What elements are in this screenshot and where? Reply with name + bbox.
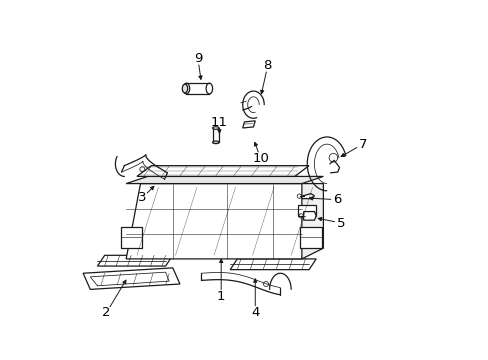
Text: 2: 2: [102, 306, 110, 319]
Text: 3: 3: [138, 192, 146, 204]
Polygon shape: [301, 194, 314, 199]
Polygon shape: [212, 128, 219, 142]
Ellipse shape: [212, 127, 219, 129]
Polygon shape: [242, 121, 255, 128]
Polygon shape: [121, 226, 142, 248]
Text: 7: 7: [358, 138, 366, 150]
Polygon shape: [126, 176, 323, 184]
Text: 8: 8: [263, 59, 271, 72]
Polygon shape: [230, 259, 316, 270]
Text: 4: 4: [250, 306, 259, 319]
Polygon shape: [137, 166, 308, 176]
Text: 1: 1: [217, 290, 225, 303]
Polygon shape: [83, 268, 180, 289]
Ellipse shape: [183, 83, 189, 94]
Polygon shape: [300, 226, 321, 248]
Text: 9: 9: [193, 51, 202, 64]
Polygon shape: [301, 184, 323, 259]
Text: 11: 11: [210, 116, 227, 129]
Polygon shape: [298, 205, 316, 216]
Polygon shape: [126, 184, 316, 259]
Polygon shape: [97, 255, 172, 266]
Ellipse shape: [206, 83, 212, 94]
Text: 6: 6: [333, 193, 341, 206]
Polygon shape: [303, 212, 316, 220]
Text: 5: 5: [336, 216, 345, 230]
Ellipse shape: [212, 141, 219, 144]
Text: 10: 10: [252, 152, 268, 165]
Ellipse shape: [182, 84, 187, 93]
